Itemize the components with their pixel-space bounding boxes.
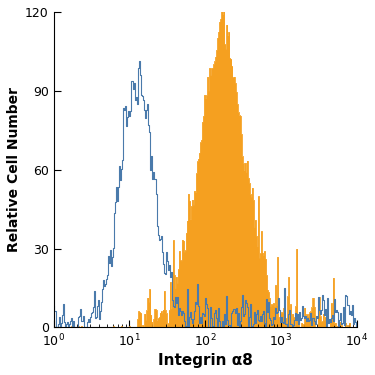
X-axis label: Integrin α8: Integrin α8 — [158, 353, 253, 368]
Y-axis label: Relative Cell Number: Relative Cell Number — [7, 87, 21, 252]
